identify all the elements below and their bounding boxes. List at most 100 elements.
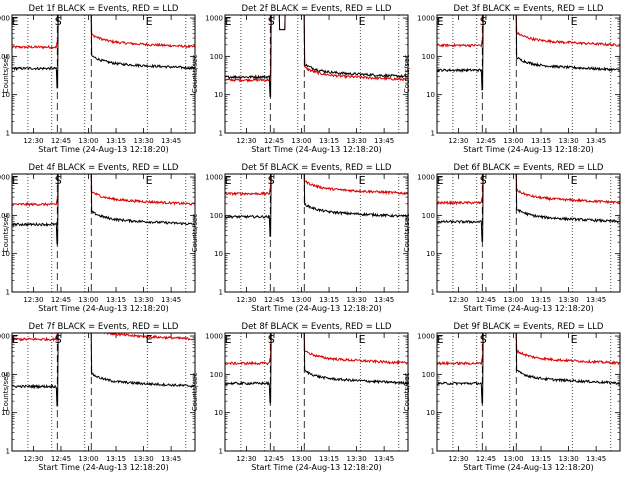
event-marker-label: E	[225, 333, 232, 346]
y-tick-label: 10	[214, 91, 223, 99]
lld-series-line	[437, 174, 620, 206]
x-tick-label: 13:00	[78, 137, 98, 145]
panel-frame	[224, 14, 409, 134]
x-tick-label: 13:15	[531, 455, 551, 463]
y-axis-label: Counts/sec	[403, 214, 411, 253]
y-tick-label: 10	[214, 250, 223, 258]
y-tick-label: 1000	[417, 333, 435, 341]
event-marker-label: E	[437, 15, 444, 28]
x-tick-label: 13:00	[503, 137, 523, 145]
x-axis-label: Start Time (24-Aug-13 12:18:20)	[463, 463, 594, 472]
event-marker-label: S	[268, 174, 275, 187]
x-tick-label: 13:30	[346, 455, 366, 463]
x-tick-label: 13:30	[133, 296, 153, 304]
panel-1: Det 1f BLACK = Events, RED = LLD Counts/s…	[0, 4, 196, 154]
y-tick-label: 100	[422, 212, 435, 220]
panel-3: Det 3f BLACK = Events, RED = LLD Counts/s…	[403, 4, 621, 154]
panel-frame	[11, 332, 196, 452]
y-tick-label: 1000	[0, 333, 10, 341]
y-tick-label: 10	[426, 91, 435, 99]
event-marker-label: E	[571, 174, 578, 187]
y-tick-label: 10	[426, 250, 435, 258]
event-marker-label: E	[146, 15, 153, 28]
event-marker-label: E	[571, 15, 578, 28]
panel-4: Det 4f BLACK = Events, RED = LLD Counts/s…	[0, 163, 196, 313]
x-tick-label: 13:30	[133, 455, 153, 463]
panel-plot-area	[437, 174, 620, 292]
x-tick-label: 13:15	[319, 455, 339, 463]
panel-frame	[436, 14, 621, 134]
x-tick-label: 12:45	[51, 137, 71, 145]
event-marker-label: E	[225, 15, 232, 28]
x-tick-label: 13:00	[503, 455, 523, 463]
y-tick-label: 1000	[417, 174, 435, 182]
x-tick-label: 12:45	[476, 137, 496, 145]
event-marker-label: E	[146, 174, 153, 187]
y-tick-label: 100	[0, 371, 10, 379]
x-tick-label: 13:15	[531, 296, 551, 304]
event-marker-label: E	[359, 174, 366, 187]
x-tick-label: 13:45	[374, 455, 394, 463]
x-tick-label: 12:45	[264, 296, 284, 304]
y-tick-label: 1	[219, 448, 223, 456]
x-tick-label: 13:00	[291, 455, 311, 463]
y-tick-label: 100	[422, 53, 435, 61]
x-tick-label: 12:30	[236, 137, 256, 145]
x-tick-label: 13:45	[374, 296, 394, 304]
panel-plot-area	[12, 333, 195, 451]
event-marker-label: E	[12, 333, 19, 346]
y-axis-label: Counts/sec	[2, 373, 10, 412]
panel-title: Det 6f BLACK = Events, RED = LLD	[454, 163, 604, 173]
x-tick-label: 12:30	[23, 137, 43, 145]
event-marker-label: E	[359, 15, 366, 28]
y-tick-label: 1000	[417, 15, 435, 23]
x-tick-label: 13:30	[558, 296, 578, 304]
event-marker-label: S	[268, 15, 275, 28]
x-tick-label: 13:15	[319, 137, 339, 145]
events-series-line	[225, 15, 408, 97]
panel-plot-area	[225, 174, 408, 292]
x-axis-label: Start Time (24-Aug-13 12:18:20)	[251, 463, 382, 472]
event-marker-label: S	[480, 333, 487, 346]
panel-5: Det 5f BLACK = Events, RED = LLD Counts/s…	[191, 163, 409, 313]
event-marker-label: S	[55, 15, 62, 28]
x-tick-label: 13:30	[558, 137, 578, 145]
y-tick-label: 1	[431, 289, 435, 297]
panel-plot-area	[225, 15, 408, 133]
y-axis-label: Counts/sec	[403, 55, 411, 94]
x-tick-label: 13:30	[133, 137, 153, 145]
x-axis-label: Start Time (24-Aug-13 12:18:20)	[463, 304, 594, 313]
panel-title: Det 3f BLACK = Events, RED = LLD	[454, 4, 604, 14]
y-tick-label: 1000	[0, 15, 10, 23]
lld-series-line	[225, 15, 408, 83]
lld-series-line	[437, 15, 620, 48]
x-tick-label: 13:00	[291, 296, 311, 304]
x-tick-label: 13:15	[319, 296, 339, 304]
x-tick-label: 12:45	[51, 455, 71, 463]
event-marker-label: E	[571, 333, 578, 346]
x-tick-label: 12:30	[448, 137, 468, 145]
x-tick-label: 13:45	[586, 455, 606, 463]
x-tick-label: 12:30	[236, 455, 256, 463]
panel-frame	[224, 332, 409, 452]
y-tick-label: 1000	[205, 15, 223, 23]
events-series-line	[437, 174, 620, 242]
panel-9: Det 9f BLACK = Events, RED = LLD Counts/s…	[403, 322, 621, 472]
y-tick-label: 1	[431, 448, 435, 456]
x-tick-label: 13:15	[106, 455, 126, 463]
events-series-line	[12, 174, 195, 245]
x-tick-label: 13:45	[161, 455, 181, 463]
x-tick-label: 12:30	[23, 455, 43, 463]
x-tick-label: 12:30	[448, 455, 468, 463]
panel-plot-area	[12, 15, 195, 133]
panel-title: Det 4f BLACK = Events, RED = LLD	[29, 163, 179, 173]
y-axis-label: Counts/sec	[2, 214, 10, 253]
y-tick-label: 10	[426, 409, 435, 417]
event-marker-label: S	[480, 15, 487, 28]
lld-series-line	[12, 15, 195, 50]
events-series-line	[437, 333, 620, 404]
x-tick-label: 13:00	[291, 137, 311, 145]
x-tick-label: 13:30	[558, 455, 578, 463]
y-axis-label: Counts/sec	[2, 55, 10, 94]
